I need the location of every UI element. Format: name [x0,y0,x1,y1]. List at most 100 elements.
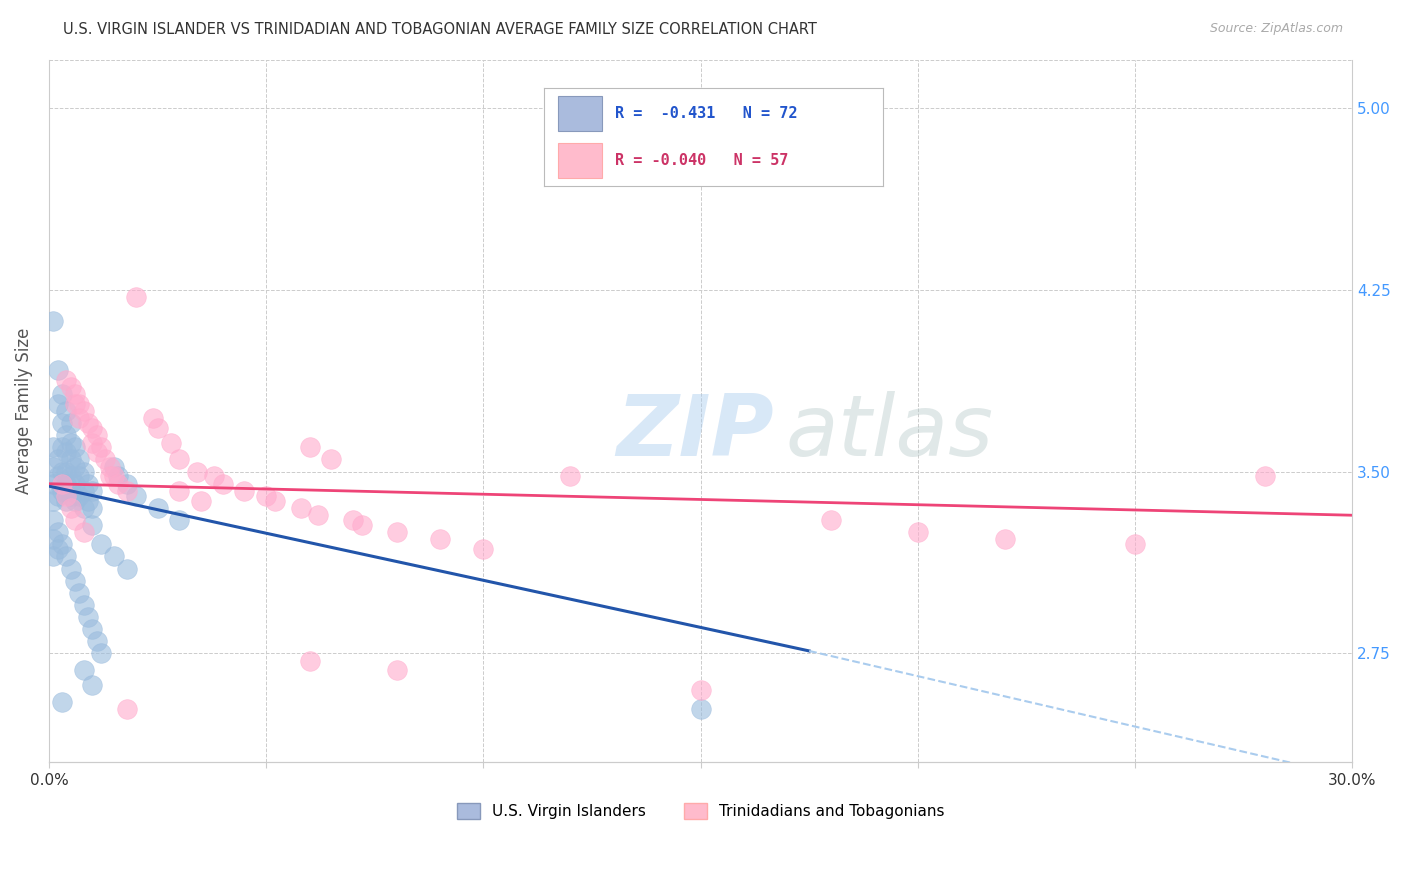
Point [385,525,408,540]
Point [103,459,125,474]
Point [233,483,256,498]
Point [51,441,73,455]
Point [67,469,90,483]
Point [115,561,138,575]
Point [59,489,82,503]
Point [59,483,82,498]
Point [146,500,169,515]
Point [689,682,711,697]
Point [42,513,65,527]
Point [51,465,73,479]
Point [67,586,90,600]
Point [86,428,108,442]
Point [67,411,90,425]
Point [67,489,90,503]
Point [103,469,125,483]
Point [77,416,100,430]
Point [298,654,321,668]
Point [77,476,100,491]
Point [42,533,65,547]
Text: U.S. VIRGIN ISLANDER VS TRINIDADIAN AND TOBAGONIAN AVERAGE FAMILY SIZE CORRELATI: U.S. VIRGIN ISLANDER VS TRINIDADIAN AND … [63,22,817,37]
Point [55,445,77,459]
Point [59,416,82,430]
Point [90,646,112,660]
Point [350,517,373,532]
Point [90,537,112,551]
Point [1254,469,1277,483]
Point [342,513,364,527]
Point [55,476,77,491]
Point [46,452,69,467]
Point [42,314,65,328]
Point [46,469,69,483]
Point [46,397,69,411]
Point [159,435,181,450]
Point [46,363,69,377]
Point [55,465,77,479]
Point [994,533,1017,547]
Point [59,561,82,575]
Point [82,435,104,450]
Point [77,610,100,624]
Point [55,493,77,508]
Point [298,441,321,455]
Point [63,459,86,474]
Point [190,493,212,508]
Point [46,542,69,557]
Point [63,397,86,411]
Point [67,452,90,467]
Point [42,549,65,564]
Point [59,380,82,394]
Point [107,469,129,483]
Point [86,634,108,648]
Point [67,397,90,411]
Point [98,469,121,483]
Point [55,489,77,503]
Point [73,483,96,498]
Point [115,476,138,491]
Point [51,387,73,401]
Point [90,441,112,455]
Point [321,452,343,467]
Point [82,622,104,636]
Point [1123,537,1146,551]
Point [82,517,104,532]
Point [82,483,104,498]
Point [907,525,929,540]
Point [254,489,277,503]
Point [290,500,312,515]
Point [73,525,96,540]
Point [169,483,191,498]
Point [59,452,82,467]
Point [63,476,86,491]
Point [63,513,86,527]
Point [146,421,169,435]
Point [169,452,191,467]
Point [73,500,96,515]
Point [115,483,138,498]
Point [211,476,233,491]
Point [59,500,82,515]
Point [125,290,148,304]
Point [94,452,117,467]
Point [115,702,138,716]
Point [46,525,69,540]
Point [82,678,104,692]
Y-axis label: Average Family Size: Average Family Size [15,328,32,494]
Point [51,476,73,491]
Point [51,695,73,709]
Point [55,549,77,564]
Point [51,416,73,430]
Text: atlas: atlas [786,391,993,474]
Point [63,387,86,401]
Point [429,533,451,547]
Point [55,404,77,418]
Point [59,435,82,450]
Point [51,537,73,551]
Point [820,513,842,527]
Point [73,664,96,678]
Point [63,574,86,588]
Text: ZIP: ZIP [616,391,773,474]
Point [77,493,100,508]
Point [472,542,495,557]
